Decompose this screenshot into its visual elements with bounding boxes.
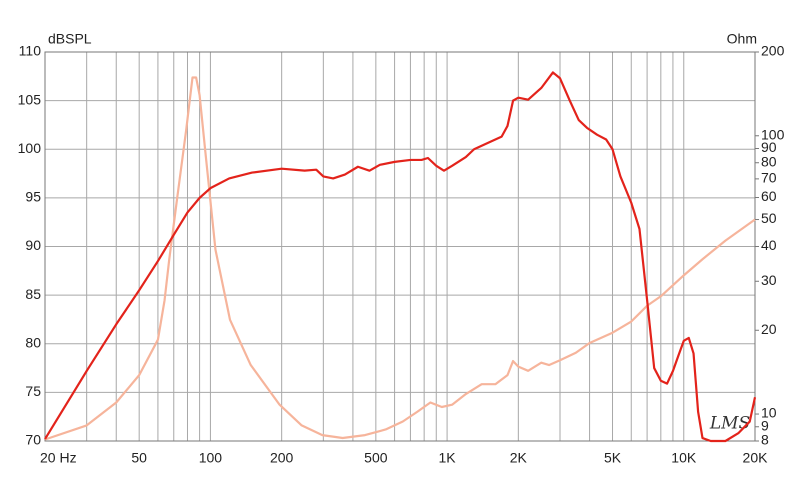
y2-axis-title: Ohm [727,31,757,47]
y2-tick-label: 70 [761,170,777,186]
y-tick-label: 90 [25,237,41,253]
y-tick-label: 95 [25,189,41,205]
series-line [44,76,756,441]
y2-tick-label: 80 [761,153,777,169]
y-tick-label: 85 [25,286,41,302]
y-tick-label: 75 [25,383,41,399]
x-tick-label: 1K [439,450,457,466]
x-tick-label: 5K [604,450,622,466]
x-tick-label: 10K [671,450,697,466]
watermark: LMS [709,414,750,434]
y2-tick-label: 200 [761,43,785,59]
x-tick-label: 20 Hz [40,450,77,466]
x-tick-label: 200 [270,450,294,466]
y2-tick-label: 8 [761,432,769,448]
y2-tick-label: 20 [761,321,777,337]
y2-tick-label: 30 [761,272,777,288]
plot-frame [44,51,756,442]
x-tick-label: 100 [199,450,223,466]
y2-tick-label: 9 [761,417,769,433]
y-tick-label: 70 [25,432,41,448]
y2-tick-label: 60 [761,188,777,204]
x-tick-label: 500 [364,450,388,466]
series-line [44,71,757,443]
y2-tick-label: 100 [761,126,785,142]
x-tick-label: 50 [131,450,147,466]
y2-tick-label: 90 [761,139,777,155]
y-tick-label: 80 [25,334,41,350]
y-tick-label: 100 [18,140,42,156]
y2-tick-label: 40 [761,237,777,253]
y-tick-label: 105 [18,91,42,107]
x-tick-label: 20K [743,450,769,466]
x-tick-label: 2K [510,450,528,466]
y-tick-label: 110 [19,43,42,59]
y-axis-title: dBSPL [48,31,92,47]
y2-tick-label: 50 [761,210,777,226]
y2-tick-label: 10 [761,405,777,421]
